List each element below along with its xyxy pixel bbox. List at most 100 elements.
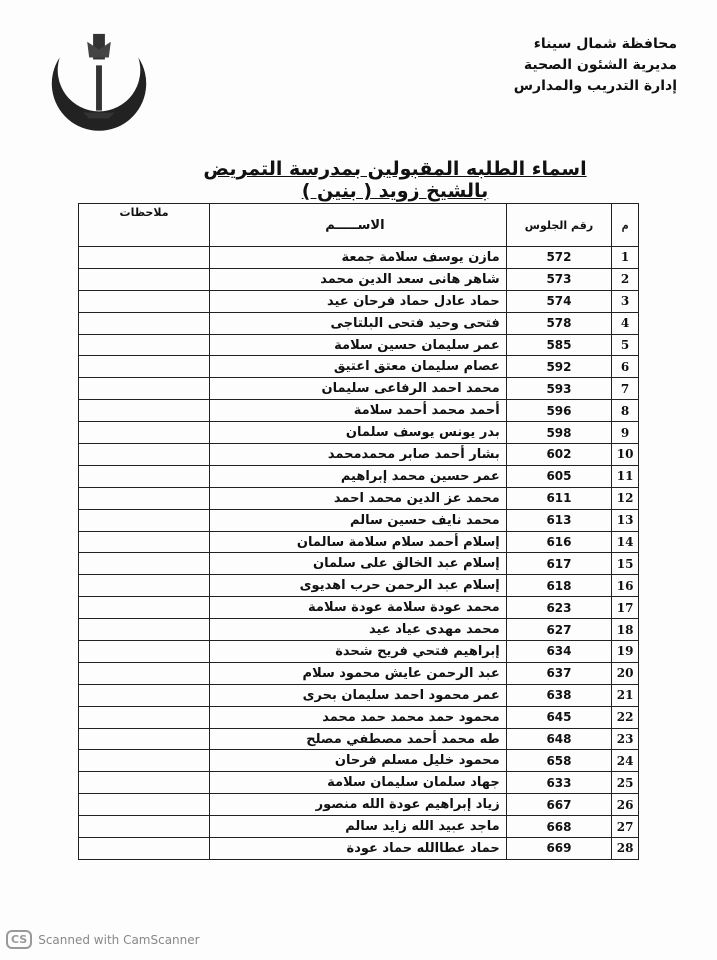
row-notes: [77, 596, 211, 620]
row-index: 4: [611, 311, 639, 335]
row-index: 10: [611, 443, 639, 466]
row-seat-number: 638: [505, 683, 613, 707]
row-index: 19: [611, 640, 639, 663]
camscanner-footer: CS Scanned with CamScanner: [6, 930, 200, 949]
row-name: إسلام عبد الرحمن حرب اهديوى: [209, 574, 507, 598]
table-row: 23 648 طه محمد أحمد مصطفي مصلح: [77, 727, 639, 751]
row-name: حماد عادل حماد فرحان عيد: [209, 289, 507, 313]
row-notes: [77, 837, 211, 860]
row-index: 17: [611, 596, 639, 620]
header-name: الاســـــم: [209, 203, 507, 247]
row-seat-number: 572: [505, 246, 613, 269]
row-index: 2: [611, 267, 639, 291]
row-index: 7: [611, 377, 639, 401]
row-index: 23: [611, 727, 639, 751]
row-index: 12: [611, 486, 639, 510]
row-index: 11: [611, 464, 639, 488]
row-seat-number: 585: [505, 333, 613, 357]
row-notes: [77, 421, 211, 445]
row-name: مازن يوسف سلامة جمعة: [209, 246, 507, 269]
row-name: محمد نايف حسين سالم: [209, 508, 507, 532]
table-row: 12 611 محمد عز الدين محمد احمد: [77, 486, 639, 510]
row-seat-number: 668: [505, 815, 613, 839]
table-row: 21 638 عمر محمود احمد سليمان بحرى: [77, 683, 639, 707]
table-row: 4 578 فتحى وحيد فتحى البلتاجى: [77, 311, 639, 335]
table-row: 15 617 إسلام عبد الخالق على سلمان: [77, 552, 639, 576]
row-notes: [77, 508, 211, 532]
table-row: 1 572 مازن يوسف سلامة جمعة: [77, 246, 639, 269]
row-seat-number: 598: [505, 421, 613, 445]
row-seat-number: 574: [505, 289, 613, 313]
table-row: 14 616 إسلام أحمد سلام سلامة سالمان: [77, 530, 639, 554]
row-index: 25: [611, 771, 639, 795]
row-seat-number: 627: [505, 618, 613, 642]
row-index: 8: [611, 399, 639, 423]
row-name: عمر سليمان حسين سلامة: [209, 333, 507, 357]
table-row: 17 623 محمد عودة سلامة عودة سلامة: [77, 596, 639, 620]
row-name: عمر حسين محمد إبراهيم: [209, 464, 507, 488]
row-index: 1: [611, 246, 639, 269]
header-notes: ملاحظات: [77, 203, 211, 247]
header-line: إدارة التدريب والمدارس: [513, 78, 677, 94]
table-row: 6 592 عصام سليمان معتق اعتيق: [77, 355, 639, 379]
row-index: 13: [611, 508, 639, 532]
table-row: 18 627 محمد مهدى عياد عيد: [77, 618, 639, 642]
header-seat-number: رقم الجلوس: [505, 203, 613, 247]
row-seat-number: 613: [505, 508, 613, 532]
header-block: محافظة شمال سيناء مديرية الشئون الصحية إ…: [514, 34, 677, 97]
row-seat-number: 618: [505, 574, 613, 598]
row-notes: [77, 793, 211, 817]
row-name: إسلام عبد الخالق على سلمان: [209, 552, 507, 576]
row-seat-number: 592: [505, 355, 613, 379]
table-row: 24 658 محمود خليل مسلم فرحان: [77, 749, 639, 773]
row-name: جهاد سلمان سليمان سلامة: [209, 771, 507, 795]
row-name: أحمد محمد أحمد سلامة: [209, 399, 507, 423]
row-name: عصام سليمان معتق اعتيق: [209, 355, 507, 379]
row-notes: [77, 530, 211, 554]
row-seat-number: 669: [505, 837, 613, 860]
row-name: عمر محمود احمد سليمان بحرى: [209, 683, 507, 707]
row-index: 16: [611, 574, 639, 598]
row-seat-number: 645: [505, 705, 613, 729]
row-name: بشار أحمد صابر محمدمحمد: [209, 443, 507, 466]
row-notes: [77, 311, 211, 335]
header-line: مديرية الشئون الصحية: [523, 57, 677, 73]
row-index: 6: [611, 355, 639, 379]
row-seat-number: 605: [505, 464, 613, 488]
row-name: محمود خليل مسلم فرحان: [209, 749, 507, 773]
row-name: إسلام أحمد سلام سلامة سالمان: [209, 530, 507, 554]
row-seat-number: 616: [505, 530, 613, 554]
table-row: 2 573 شاهر هانى سعد الدين محمد: [77, 267, 639, 291]
row-index: 22: [611, 705, 639, 729]
row-notes: [77, 640, 211, 663]
page-title: اسماء الطلبه المقبولين بمدرسة التمريض با…: [203, 158, 587, 202]
row-name: بدر يونس يوسف سلمان: [209, 421, 507, 445]
camscanner-text: Scanned with CamScanner: [38, 932, 200, 947]
row-name: شاهر هانى سعد الدين محمد: [209, 267, 507, 291]
row-seat-number: 658: [505, 749, 613, 773]
table-row: 13 613 محمد نايف حسين سالم: [77, 508, 639, 532]
row-notes: [77, 771, 211, 795]
row-index: 24: [611, 749, 639, 773]
row-seat-number: 611: [505, 486, 613, 510]
table-row: 10 602 بشار أحمد صابر محمدمحمد: [77, 443, 639, 466]
row-notes: [77, 683, 211, 707]
row-seat-number: 637: [505, 661, 613, 685]
row-name: طه محمد أحمد مصطفي مصلح: [209, 727, 507, 751]
row-seat-number: 633: [505, 771, 613, 795]
row-index: 21: [611, 683, 639, 707]
table-row: 16 618 إسلام عبد الرحمن حرب اهديوى: [77, 574, 639, 598]
table-row: 9 598 بدر يونس يوسف سلمان: [77, 421, 639, 445]
row-seat-number: 596: [505, 399, 613, 423]
table-row: 11 605 عمر حسين محمد إبراهيم: [77, 464, 639, 488]
row-notes: [77, 574, 211, 598]
table-row: 27 668 ماجد عبيد الله زايد سالم: [77, 815, 639, 839]
row-name: محمد مهدى عياد عيد: [209, 618, 507, 642]
row-index: 18: [611, 618, 639, 642]
row-seat-number: 593: [505, 377, 613, 401]
row-notes: [77, 289, 211, 313]
row-seat-number: 578: [505, 311, 613, 335]
row-seat-number: 573: [505, 267, 613, 291]
students-table: م رقم الجلوس الاســـــم ملاحظات 1 572 مازن…: [77, 203, 639, 860]
row-name: حماد عطاالله حماد عودة: [209, 837, 507, 860]
